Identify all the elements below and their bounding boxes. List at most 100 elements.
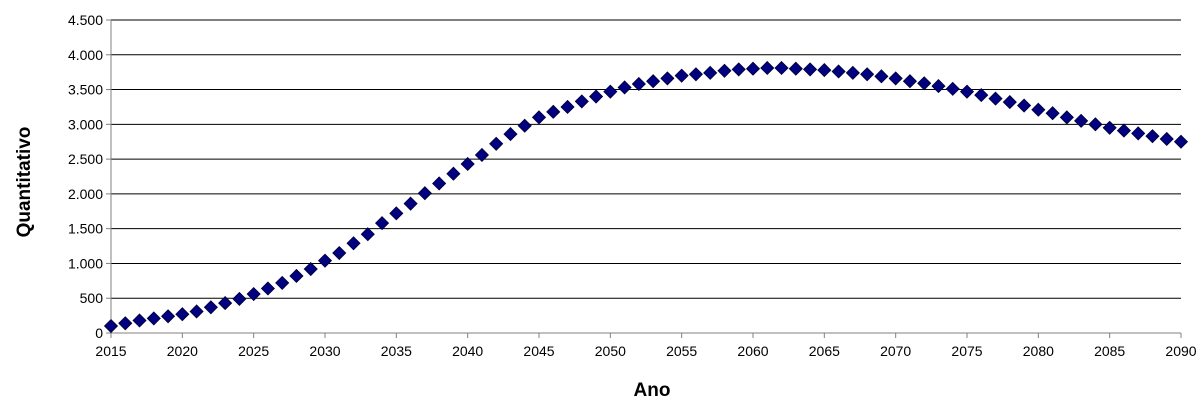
data-point <box>731 62 746 77</box>
data-point <box>589 89 604 104</box>
data-point <box>503 127 518 142</box>
data-point <box>118 316 133 331</box>
data-point <box>317 253 333 268</box>
data-point <box>660 71 675 86</box>
y-tick-label: 3.000 <box>68 116 103 132</box>
data-point <box>646 74 661 89</box>
y-tick-label: 0 <box>95 325 103 341</box>
data-point <box>275 275 290 290</box>
data-point <box>803 62 818 77</box>
y-tick-label: 1.000 <box>68 255 103 271</box>
data-point <box>988 91 1003 106</box>
data-point <box>360 227 375 242</box>
data-point <box>560 99 575 115</box>
data-point <box>474 147 489 163</box>
data-point <box>631 76 646 92</box>
data-point <box>902 74 917 89</box>
data-point <box>1088 117 1103 132</box>
data-point <box>417 186 432 201</box>
data-point <box>289 268 304 284</box>
x-axis-title: Ano <box>634 380 671 401</box>
data-point <box>303 261 318 277</box>
data-point <box>1074 113 1089 128</box>
data-point <box>432 176 447 191</box>
data-point <box>874 69 889 84</box>
x-tick-label: 2015 <box>95 343 126 359</box>
data-point <box>218 296 233 311</box>
y-tick-labels: 0 500 1.000 1.500 2.000 2.500 3.000 3.500 4.000 4… <box>68 12 103 341</box>
data-point <box>845 65 860 80</box>
y-tick-label: 4.000 <box>68 47 103 63</box>
data-point <box>403 196 418 211</box>
y-tick-label: 2.000 <box>68 186 103 202</box>
y-tick-label: 500 <box>80 290 104 306</box>
data-point <box>717 63 732 78</box>
axes <box>106 19 1182 338</box>
data-point <box>788 61 803 76</box>
y-tick-label: 4.500 <box>68 12 103 28</box>
x-tick-label: 2085 <box>1094 343 1125 359</box>
data-point <box>945 81 960 96</box>
data-point <box>203 300 218 315</box>
x-tick-label: 2025 <box>238 343 269 359</box>
y-tick-label: 1.500 <box>68 221 103 237</box>
data-point <box>460 156 475 172</box>
data-point <box>531 110 547 125</box>
x-tick-labels: 2015 2020 2025 2030 2035 2040 2045 2050 2055 2060… <box>95 343 1196 359</box>
y-tick-label: 2.500 <box>68 151 103 167</box>
x-tick-label: 2040 <box>452 343 483 359</box>
data-point <box>1102 120 1117 135</box>
data-point <box>817 63 832 78</box>
x-tick-label: 2055 <box>666 343 697 359</box>
data-point <box>931 79 946 94</box>
data-point <box>745 61 761 76</box>
data-point <box>688 67 703 82</box>
y-axis-title: Quantitativo <box>14 127 35 238</box>
data-point <box>674 68 689 83</box>
x-tick-label: 2070 <box>880 343 911 359</box>
data-point <box>860 67 875 82</box>
data-point <box>974 88 989 103</box>
data-point <box>146 311 161 326</box>
x-tick-label: 2065 <box>809 343 840 359</box>
data-point <box>1031 102 1046 117</box>
data-point <box>132 313 147 328</box>
data-point <box>546 104 561 119</box>
data-point <box>888 71 903 86</box>
data-point <box>959 84 975 99</box>
x-tick-label: 2035 <box>381 343 412 359</box>
data-point <box>760 60 775 76</box>
data-point <box>831 64 846 79</box>
data-point <box>1002 95 1017 110</box>
data-point <box>917 76 932 91</box>
data-point <box>161 309 176 324</box>
x-tick-label: 2045 <box>523 343 554 359</box>
data-point <box>489 136 504 151</box>
data-point <box>1145 129 1160 144</box>
data-point <box>774 60 789 76</box>
data-point <box>1059 110 1074 125</box>
data-point <box>246 286 261 302</box>
data-point <box>1116 123 1131 138</box>
data-point <box>703 65 718 80</box>
data-point <box>232 291 247 306</box>
data-point <box>189 304 204 319</box>
x-tick-label: 2020 <box>167 343 198 359</box>
data-point <box>375 216 390 231</box>
data-point <box>517 118 532 133</box>
data-point <box>1045 106 1060 121</box>
data-point <box>332 245 347 261</box>
x-tick-label: 2050 <box>595 343 626 359</box>
x-tick-label: 2075 <box>951 343 982 359</box>
data-point <box>1017 98 1032 113</box>
y-tick-label: 3.500 <box>68 82 103 98</box>
x-tick-label: 2080 <box>1023 343 1054 359</box>
data-point <box>260 281 275 296</box>
x-tick-label: 2090 <box>1165 343 1196 359</box>
data-point <box>603 84 618 99</box>
data-point <box>346 236 361 251</box>
data-point <box>1131 126 1146 141</box>
x-tick-label: 2060 <box>737 343 768 359</box>
data-point <box>389 206 404 221</box>
